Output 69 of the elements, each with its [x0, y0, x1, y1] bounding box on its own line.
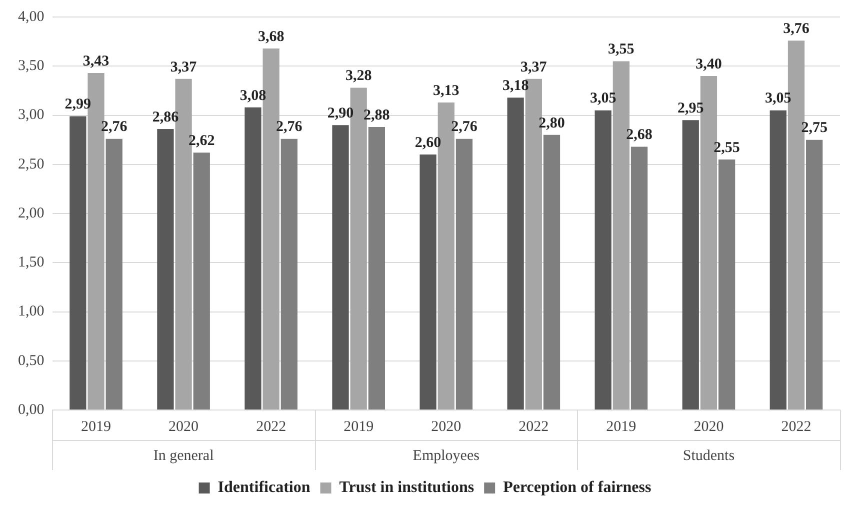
bar: [70, 116, 86, 410]
y-tick-label: 0,00: [18, 402, 44, 418]
bar: [420, 154, 436, 410]
y-tick-label: 3,50: [18, 58, 44, 74]
data-label: 2,76: [451, 119, 478, 136]
legend-label: Perception of fairness: [503, 479, 652, 496]
data-label: 3,05: [590, 90, 616, 107]
data-label: 2,60: [414, 134, 442, 151]
data-label: 2,99: [64, 96, 92, 113]
bar: [368, 127, 386, 410]
bar: [630, 146, 648, 410]
y-tick-label: 4,00: [18, 8, 44, 25]
bar: [456, 138, 473, 410]
data-label: 2,76: [100, 119, 128, 136]
bar: [106, 138, 122, 410]
data-label: 2,55: [714, 140, 740, 156]
x-tick-label: 2020: [694, 418, 724, 435]
data-label: 3,28: [345, 68, 372, 84]
x-tick-label: 2019: [344, 418, 374, 435]
y-tick-label: 0,50: [18, 352, 44, 369]
data-label: 3,76: [783, 20, 810, 37]
data-label: 2,76: [276, 119, 303, 136]
data-label: 2,86: [152, 109, 180, 126]
x-tick-label: 2022: [781, 418, 812, 435]
data-label: 2,90: [327, 105, 354, 122]
text: Students: [682, 448, 735, 464]
legend-label: Trust in institutions: [339, 479, 474, 496]
data-label: 3,37: [520, 59, 548, 76]
bar: [244, 107, 262, 410]
x-tick-label: 2020: [168, 418, 199, 435]
bar: [770, 110, 786, 410]
data-label: 2,68: [626, 127, 652, 144]
y-tick-label: 1,00: [18, 304, 44, 320]
y-tick-label: 2,50: [18, 156, 44, 172]
bar: [332, 125, 349, 410]
x-tick-label: 2022: [256, 418, 286, 435]
data-label: 2,80: [538, 115, 565, 132]
y-tick-label: 3,00: [18, 107, 44, 124]
bar: [193, 152, 210, 410]
bar: [718, 159, 736, 410]
y-tick-label: 2,00: [18, 205, 44, 222]
text: In general: [153, 448, 214, 464]
bar: [682, 120, 699, 410]
x-tick-label: 2019: [81, 418, 112, 435]
bar: [157, 129, 174, 410]
data-label: 2,75: [801, 120, 828, 136]
bar: [280, 138, 298, 410]
data-label: 3,37: [170, 59, 198, 76]
data-label: 2,88: [364, 107, 390, 124]
data-label: 3,05: [765, 90, 792, 107]
bar: [507, 98, 524, 410]
bar: [594, 110, 612, 410]
data-label: 3,08: [240, 88, 266, 104]
data-label: 2,95: [677, 100, 704, 117]
x-tick-label: 2022: [518, 418, 549, 435]
text: Employees: [412, 448, 480, 464]
bar: [543, 134, 560, 410]
data-label: 2,62: [188, 132, 215, 149]
data-label: 3,55: [608, 42, 634, 58]
data-label: 3,13: [433, 82, 460, 99]
x-tick-label: 2020: [431, 418, 462, 435]
data-label: 3,68: [258, 28, 284, 45]
bar: [806, 140, 823, 410]
y-tick-label: 1,50: [18, 254, 44, 271]
legend-label: Identification: [218, 479, 310, 496]
data-label: 3,18: [502, 78, 529, 94]
data-label: 3,43: [82, 53, 110, 70]
data-label: 3,40: [696, 56, 722, 72]
x-tick-label: 2019: [606, 418, 636, 435]
